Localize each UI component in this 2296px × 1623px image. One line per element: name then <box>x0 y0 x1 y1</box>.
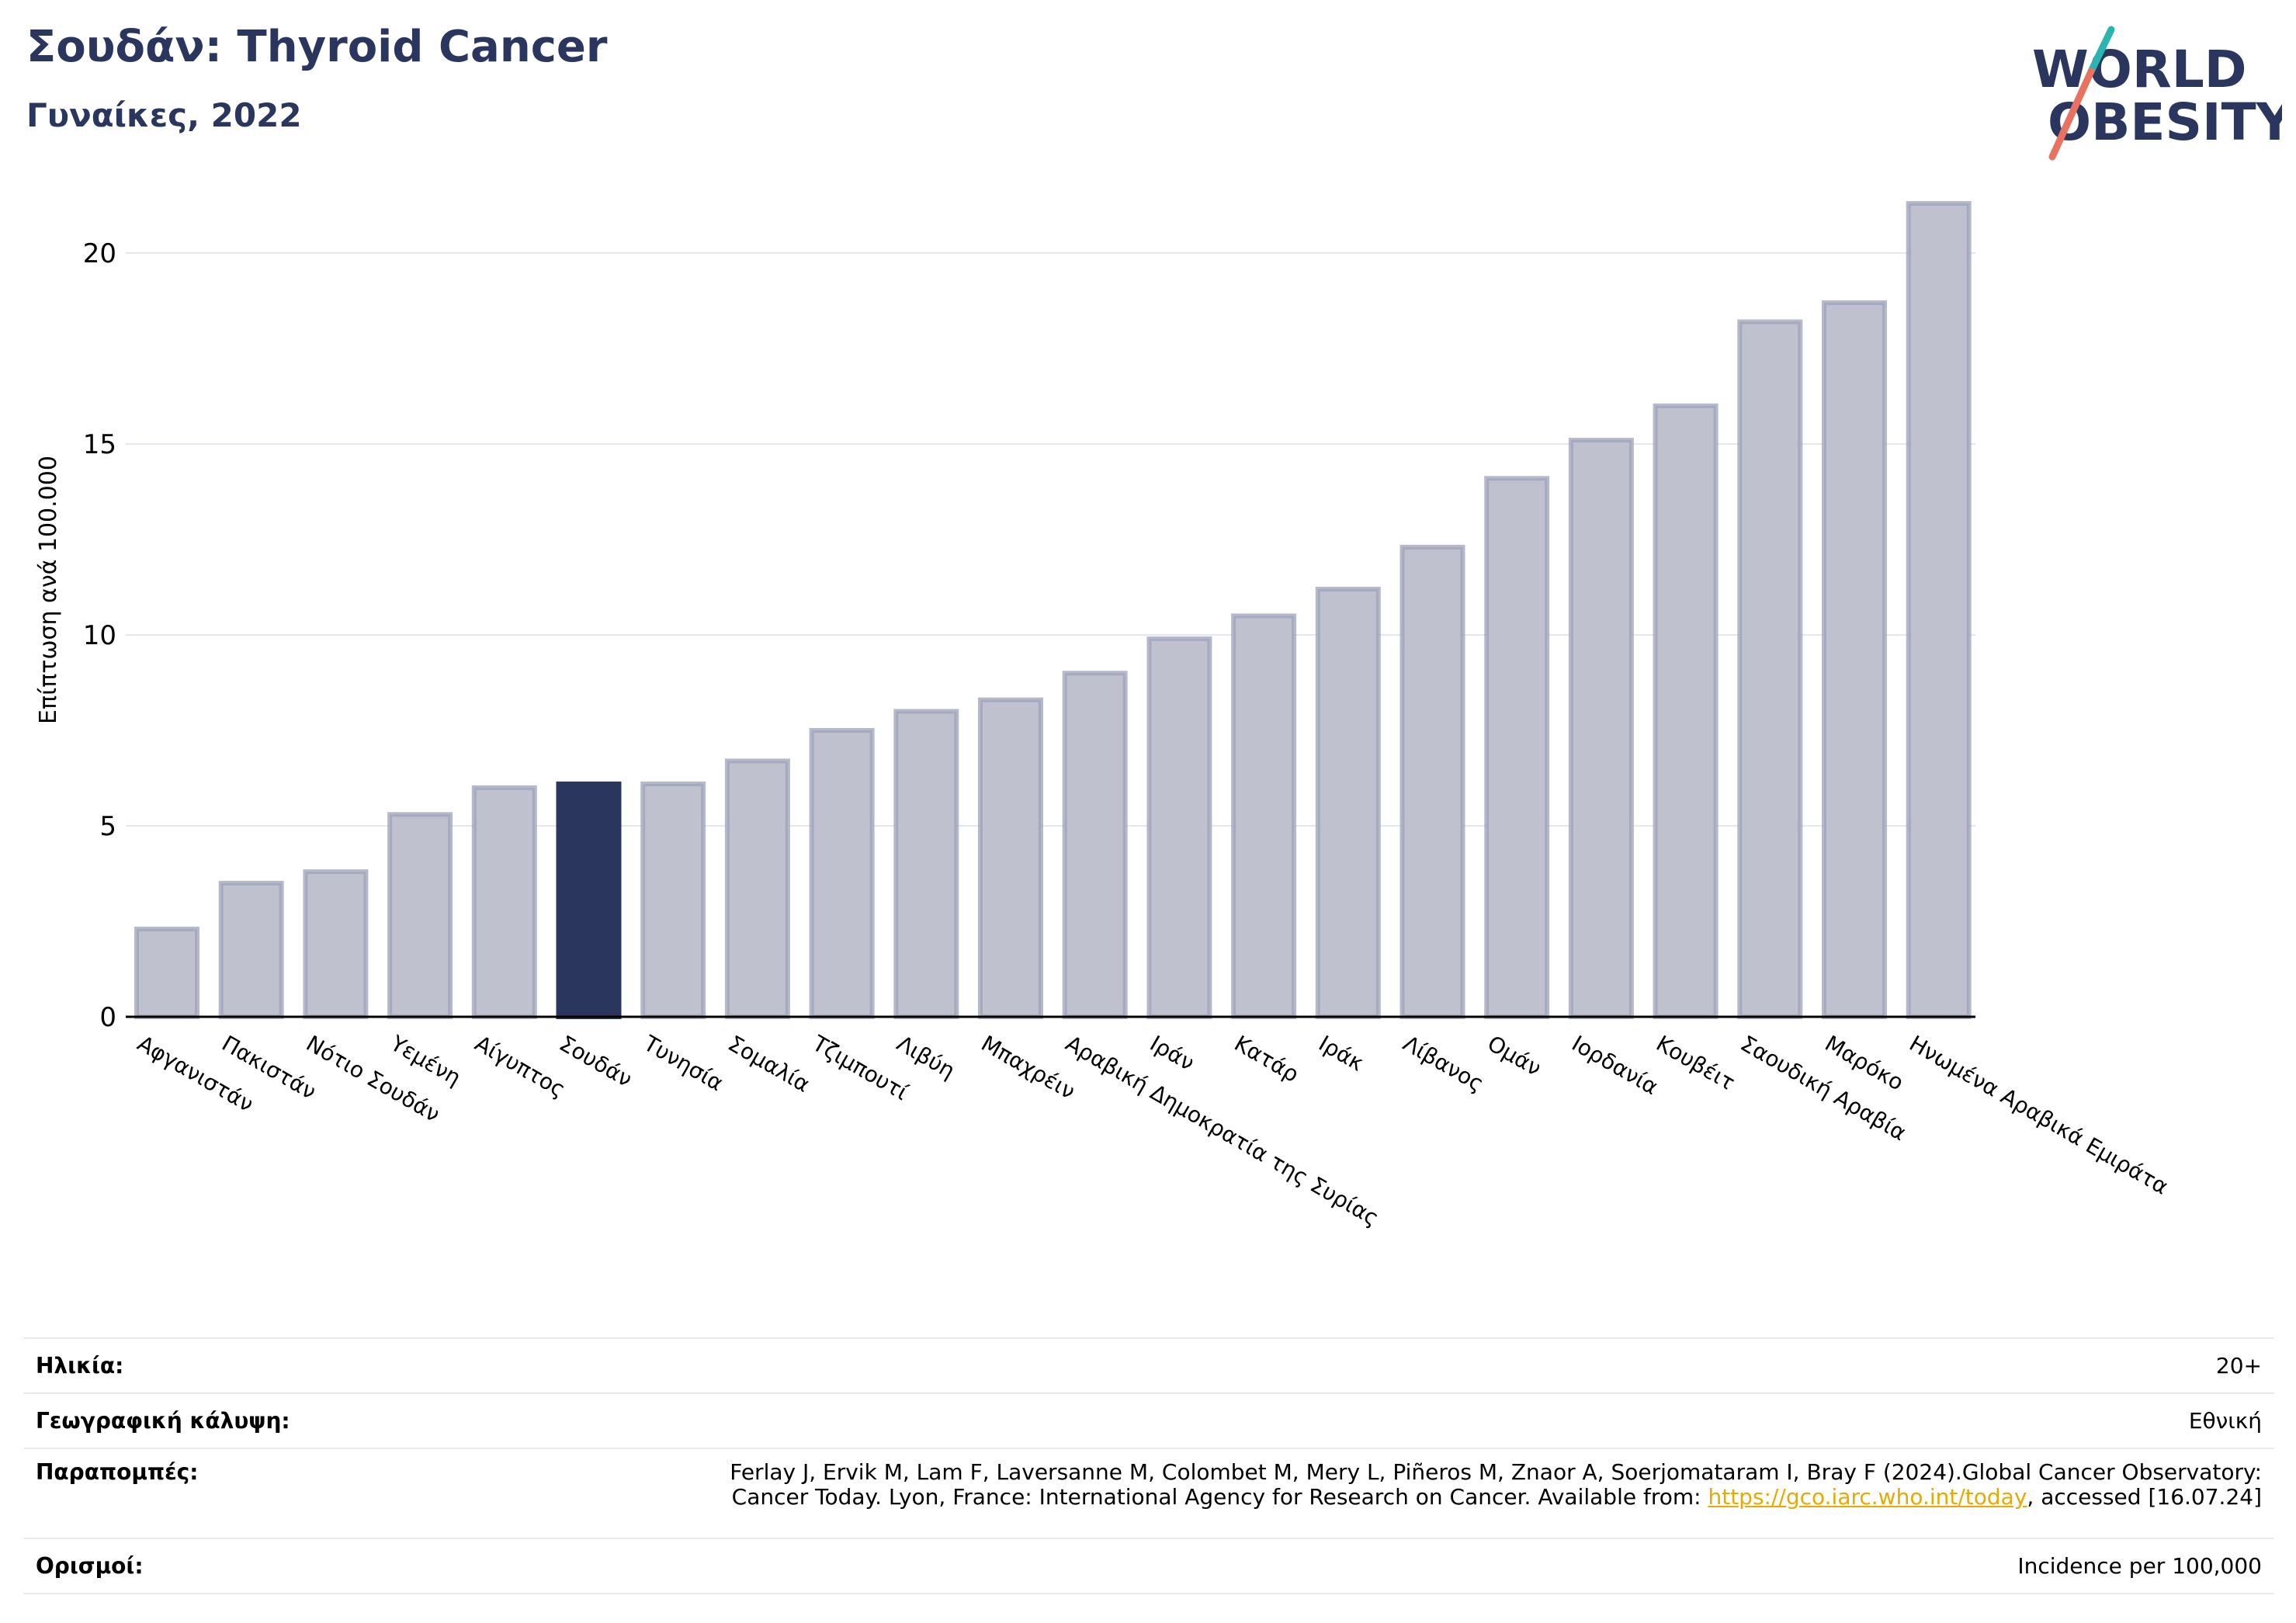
x-tick-label: Λιβύη <box>893 1030 959 1084</box>
x-tick-label: Ιράν <box>1146 1030 1199 1076</box>
coverage-value: Εθνική <box>2188 1408 2262 1434</box>
logo-slash-coral-icon <box>2048 68 2095 161</box>
bar <box>1484 476 1550 1019</box>
y-tick-label: 5 <box>99 811 116 842</box>
bar <box>978 697 1043 1019</box>
x-tick-label: Λίβανος <box>1399 1030 1488 1097</box>
info-row-references: Παραπομπές: Ferlay J, Ervik M, Lam F, La… <box>23 1448 2274 1538</box>
x-tick-label: Σομαλία <box>723 1030 814 1097</box>
y-axis-label: Επίπτωση ανά 100.000 <box>35 456 62 724</box>
bar <box>1231 613 1297 1019</box>
age-label: Ηλικία: <box>36 1353 124 1379</box>
bar <box>1399 544 1465 1019</box>
chart-subtitle: Γυναίκες, 2022 <box>26 96 302 134</box>
bars <box>134 201 1972 1020</box>
bar <box>471 785 537 1019</box>
x-tick-label: Αίγυπτος <box>470 1030 570 1102</box>
references-value: Ferlay J, Ervik M, Lam F, Laversanne M, … <box>514 1448 2274 1538</box>
bar <box>1653 403 1719 1019</box>
bar <box>809 728 875 1019</box>
x-tick-label: Ομάν <box>1483 1030 1546 1081</box>
y-tick-label: 10 <box>83 620 116 651</box>
bar <box>387 812 453 1019</box>
x-tick-label: Τυνησία <box>639 1030 728 1096</box>
bar <box>1906 201 1972 1019</box>
bar <box>1146 636 1212 1019</box>
logo-text-obesity: OBESITY <box>2048 92 2282 152</box>
bar <box>1568 438 1634 1019</box>
x-tick-label: Ιορδανία <box>1567 1030 1662 1100</box>
bar <box>218 880 284 1020</box>
bar <box>1822 300 1887 1019</box>
info-table: Ηλικία: 20+ Γεωγραφική κάλυψη: Εθνική Πα… <box>23 1337 2274 1594</box>
references-link[interactable]: https://gco.iarc.who.int/today <box>1708 1484 2027 1510</box>
bar <box>303 869 369 1020</box>
info-row-coverage: Γεωγραφική κάλυψη: Εθνική <box>23 1393 2274 1448</box>
logo-text-world: WORLD <box>2032 40 2247 99</box>
info-row-definitions: Ορισμοί: Incidence per 100,000 <box>23 1538 2274 1594</box>
y-tick-label: 0 <box>99 1002 116 1033</box>
y-tick-label: 15 <box>83 429 116 460</box>
x-tick-label: Κουβέιτ <box>1652 1030 1739 1095</box>
references-label: Παραπομπές: <box>36 1459 199 1485</box>
bar <box>640 781 706 1019</box>
bar <box>1315 586 1381 1019</box>
logo-slash-teal-icon <box>2087 26 2115 75</box>
x-tick-label: Μπαχρέιν <box>977 1030 1080 1104</box>
x-tick-label: Ιράκ <box>1314 1030 1368 1076</box>
references-line-1: Ferlay J, Ervik M, Lam F, Laversanne M, … <box>730 1459 2262 1485</box>
y-tick-label: 20 <box>83 238 116 269</box>
bar <box>1737 319 1803 1019</box>
definitions-label: Ορισμοί: <box>36 1553 144 1579</box>
x-tick-label: Ηνωμένα Αραβικά Εμιράτα <box>1905 1030 2173 1199</box>
age-value: 20+ <box>2215 1353 2262 1379</box>
info-row-age: Ηλικία: 20+ <box>23 1338 2274 1393</box>
references-line-2: Cancer Today. Lyon, France: Internationa… <box>731 1484 1708 1510</box>
bar <box>134 926 199 1019</box>
chart-title: Σουδάν: Thyroid Cancer <box>26 22 608 72</box>
bar <box>1062 671 1128 1019</box>
bar <box>556 781 622 1019</box>
bar <box>724 758 790 1019</box>
bar <box>893 709 959 1020</box>
x-tick-label: Τζιμπουτί <box>807 1030 913 1105</box>
coverage-label: Γεωγραφική κάλυψη: <box>36 1408 290 1434</box>
x-tick-label: Κατάρ <box>1230 1030 1303 1087</box>
references-accessed: , accessed [16.07.24] <box>2027 1484 2262 1510</box>
definitions-value: Incidence per 100,000 <box>2017 1553 2262 1579</box>
world-obesity-logo: WORLD OBESITY <box>2032 26 2282 161</box>
